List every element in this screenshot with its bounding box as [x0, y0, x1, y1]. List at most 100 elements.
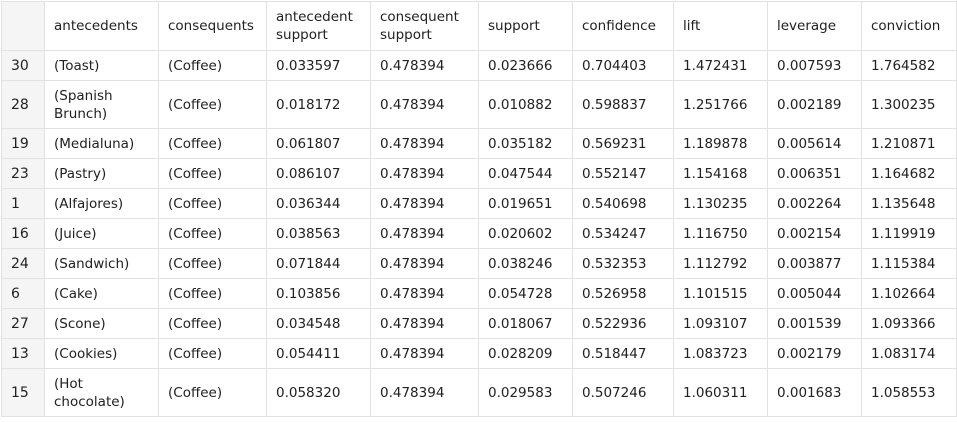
conviction-cell: 1.058553 — [861, 368, 957, 417]
antecedent-support-cell: 0.054411 — [266, 338, 371, 369]
row-index: 27 — [1, 308, 45, 339]
consequent-support-cell: 0.478394 — [370, 80, 479, 129]
conviction-cell: 1.210871 — [861, 128, 957, 159]
support-cell: 0.019651 — [478, 188, 573, 219]
leverage-cell: 0.007593 — [767, 50, 862, 81]
row-index: 28 — [1, 80, 45, 129]
support-cell: 0.029583 — [478, 368, 573, 417]
antecedent-support-cell: 0.018172 — [266, 80, 371, 129]
row-index: 1 — [1, 188, 45, 219]
table-row: 28 (Spanish Brunch) (Coffee) 0.018172 0.4783… — [1, 80, 957, 129]
leverage-cell: 0.002264 — [767, 188, 862, 219]
lift-cell: 1.189878 — [673, 128, 768, 159]
support-cell: 0.018067 — [478, 308, 573, 339]
row-index: 13 — [1, 338, 45, 369]
confidence-cell: 0.532353 — [572, 248, 674, 279]
conviction-cell: 1.102664 — [861, 278, 957, 309]
header-row: antecedents consequents antecedent suppo… — [1, 1, 957, 51]
row-index: 15 — [1, 368, 45, 417]
leverage-cell: 0.002154 — [767, 218, 862, 249]
support-cell: 0.054728 — [478, 278, 573, 309]
leverage-cell: 0.001539 — [767, 308, 862, 339]
table-row: 6 (Cake) (Coffee) 0.103856 0.478394 0.054728 0… — [1, 278, 957, 309]
consequents-cell: (Coffee) — [158, 278, 267, 309]
antecedents-cell: (Cake) — [44, 278, 159, 309]
column-header-support: support — [478, 1, 573, 51]
consequent-support-cell: 0.478394 — [370, 338, 479, 369]
row-index: 16 — [1, 218, 45, 249]
confidence-cell: 0.598837 — [572, 80, 674, 129]
antecedent-support-cell: 0.038563 — [266, 218, 371, 249]
consequent-support-cell: 0.478394 — [370, 278, 479, 309]
antecedent-support-cell: 0.036344 — [266, 188, 371, 219]
consequent-support-cell: 0.478394 — [370, 218, 479, 249]
consequent-support-cell: 0.478394 — [370, 308, 479, 339]
antecedent-support-cell: 0.058320 — [266, 368, 371, 417]
antecedents-cell: (Medialuna) — [44, 128, 159, 159]
support-cell: 0.035182 — [478, 128, 573, 159]
consequents-cell: (Coffee) — [158, 368, 267, 417]
confidence-cell: 0.569231 — [572, 128, 674, 159]
consequents-cell: (Coffee) — [158, 128, 267, 159]
lift-cell: 1.154168 — [673, 158, 768, 189]
antecedent-support-cell: 0.061807 — [266, 128, 371, 159]
consequent-support-cell: 0.478394 — [370, 50, 479, 81]
column-header-antecedent-support: antecedent support — [266, 1, 371, 51]
antecedent-support-cell: 0.034548 — [266, 308, 371, 339]
table-row: 27 (Scone) (Coffee) 0.034548 0.478394 0.01806… — [1, 308, 957, 339]
consequents-cell: (Coffee) — [158, 308, 267, 339]
consequents-cell: (Coffee) — [158, 218, 267, 249]
lift-cell: 1.083723 — [673, 338, 768, 369]
conviction-cell: 1.115384 — [861, 248, 957, 279]
confidence-cell: 0.526958 — [572, 278, 674, 309]
consequents-cell: (Coffee) — [158, 188, 267, 219]
row-index: 6 — [1, 278, 45, 309]
antecedents-cell: (Juice) — [44, 218, 159, 249]
table-body: 30 (Toast) (Coffee) 0.033597 0.478394 0.02366… — [1, 50, 957, 417]
confidence-cell: 0.518447 — [572, 338, 674, 369]
lift-cell: 1.472431 — [673, 50, 768, 81]
consequents-cell: (Coffee) — [158, 158, 267, 189]
leverage-cell: 0.003877 — [767, 248, 862, 279]
confidence-cell: 0.540698 — [572, 188, 674, 219]
consequents-cell: (Coffee) — [158, 80, 267, 129]
table-row: 23 (Pastry) (Coffee) 0.086107 0.478394 0.0475… — [1, 158, 957, 189]
antecedent-support-cell: 0.033597 — [266, 50, 371, 81]
table-row: 13 (Cookies) (Coffee) 0.054411 0.478394 0.028… — [1, 338, 957, 369]
lift-cell: 1.101515 — [673, 278, 768, 309]
conviction-cell: 1.764582 — [861, 50, 957, 81]
table-row: 30 (Toast) (Coffee) 0.033597 0.478394 0.02366… — [1, 50, 957, 81]
lift-cell: 1.130235 — [673, 188, 768, 219]
antecedents-cell: (Spanish Brunch) — [44, 80, 159, 129]
support-cell: 0.010882 — [478, 80, 573, 129]
row-index: 19 — [1, 128, 45, 159]
antecedent-support-cell: 0.086107 — [266, 158, 371, 189]
leverage-cell: 0.006351 — [767, 158, 862, 189]
lift-cell: 1.251766 — [673, 80, 768, 129]
leverage-cell: 0.002189 — [767, 80, 862, 129]
antecedents-cell: (Cookies) — [44, 338, 159, 369]
column-header-confidence: confidence — [572, 1, 674, 51]
row-index: 24 — [1, 248, 45, 279]
column-header-conviction: conviction — [861, 1, 957, 51]
support-cell: 0.020602 — [478, 218, 573, 249]
leverage-cell: 0.005044 — [767, 278, 862, 309]
column-header-consequents: consequents — [158, 1, 267, 51]
antecedent-support-cell: 0.071844 — [266, 248, 371, 279]
antecedents-cell: (Sandwich) — [44, 248, 159, 279]
consequent-support-cell: 0.478394 — [370, 128, 479, 159]
column-header-antecedents: antecedents — [44, 1, 159, 51]
lift-cell: 1.060311 — [673, 368, 768, 417]
table-row: 1 (Alfajores) (Coffee) 0.036344 0.478394 0.01… — [1, 188, 957, 219]
conviction-cell: 1.300235 — [861, 80, 957, 129]
antecedents-cell: (Scone) — [44, 308, 159, 339]
table-row: 24 (Sandwich) (Coffee) 0.071844 0.478394 0.03… — [1, 248, 957, 279]
consequent-support-cell: 0.478394 — [370, 368, 479, 417]
leverage-cell: 0.002179 — [767, 338, 862, 369]
column-header-leverage: leverage — [767, 1, 862, 51]
consequent-support-cell: 0.478394 — [370, 188, 479, 219]
support-cell: 0.023666 — [478, 50, 573, 81]
support-cell: 0.038246 — [478, 248, 573, 279]
confidence-cell: 0.507246 — [572, 368, 674, 417]
